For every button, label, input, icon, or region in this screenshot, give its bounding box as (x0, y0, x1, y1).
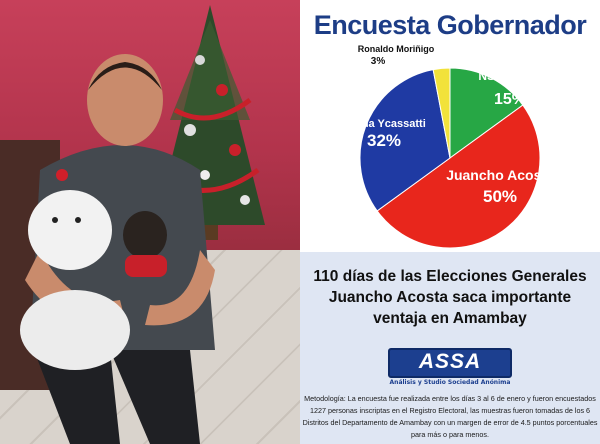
slice-name-ronaldo-morinigo: Ronaldo Moriñigo (358, 44, 435, 54)
pie-slices (359, 67, 541, 249)
headline-line-2: Juancho Acosta saca importante (328, 289, 572, 306)
headline-panel: 110 días de las Elecciones Generales Jua… (300, 252, 600, 444)
slice-name-ns-nr: NS/NR (478, 69, 516, 83)
pie-chart: Juancho Acosta 50% Zulma Ycassatti 32% R… (342, 44, 554, 249)
pie-slice-ns-nr (449, 67, 524, 159)
pie-slice-juancho-acosta (376, 104, 541, 249)
slice-value-ns-nr: 15% (494, 91, 526, 108)
photo (0, 0, 300, 444)
pie-slice-ronaldo-mori-igo (432, 67, 451, 159)
headline: 110 días de las Elecciones Generales Jua… (300, 266, 600, 329)
chart-title: Encuesta Gobernador (313, 10, 587, 40)
assa-logo-text: ASSA (418, 350, 482, 373)
headline-line-3: ventaja en Amambay (373, 310, 527, 327)
assa-logo-tagline: Análisis y Studio Sociedad Anónima (389, 379, 511, 386)
slice-value-zulma-ycassatti: 32% (367, 131, 401, 150)
slice-value-ronaldo-morinigo: 3% (371, 56, 386, 67)
pie-slice-zulma-ycassatti (359, 69, 451, 212)
assa-logo: ASSA Análisis y Studio Sociedad Anónima (388, 348, 512, 392)
assa-logo-box (388, 348, 512, 378)
headline-line-1: 110 días de las Elecciones Generales (313, 268, 587, 285)
person-with-dogs (0, 54, 215, 444)
slice-value-juancho-acosta: 50% (483, 187, 517, 206)
slice-name-zulma-ycassatti: Zulma Ycassatti (342, 118, 426, 130)
slice-name-juancho-acosta: Juancho Acosta (446, 167, 554, 183)
methodology-note: Metodología: La encuesta fue realizada e… (302, 394, 598, 439)
